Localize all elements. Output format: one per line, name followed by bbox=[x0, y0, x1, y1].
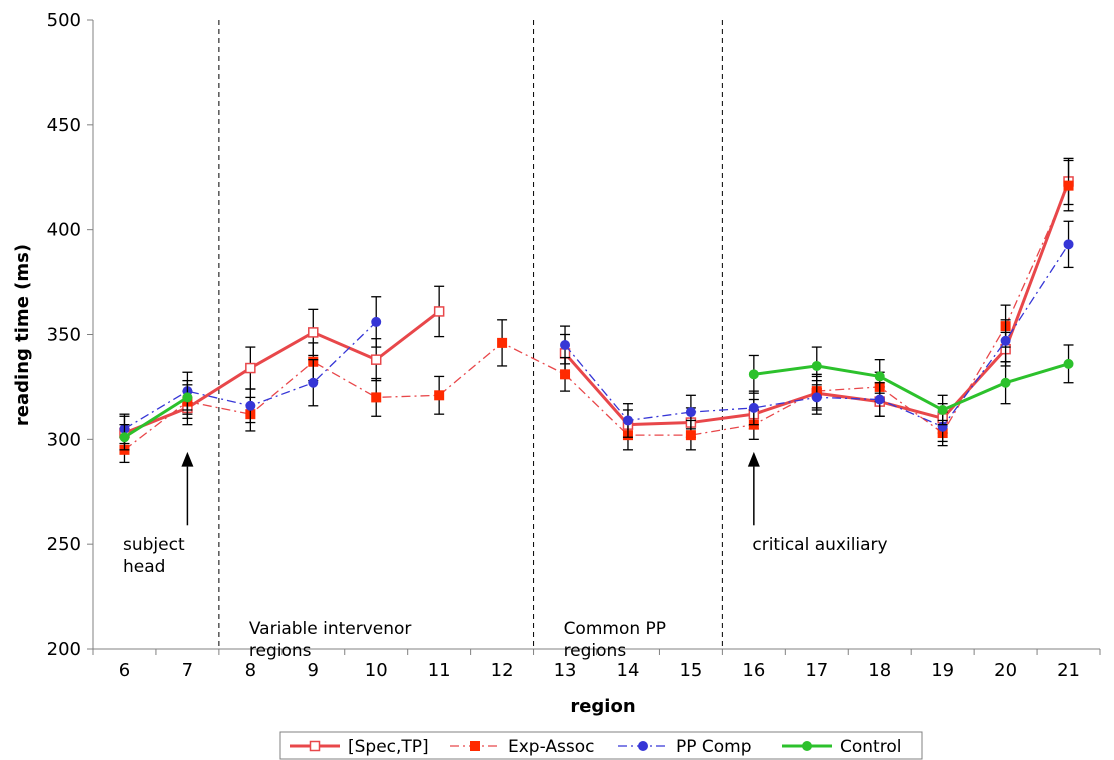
legend-label: Control bbox=[840, 737, 901, 757]
annotation-subject-head-line: head bbox=[123, 557, 165, 577]
data-point bbox=[245, 400, 256, 411]
x-axis-title: region bbox=[570, 696, 635, 717]
x-tick-label: 13 bbox=[554, 660, 577, 681]
series-exp-assoc bbox=[119, 159, 1074, 464]
legend-label: PP Comp bbox=[676, 737, 752, 757]
data-point bbox=[308, 377, 319, 388]
data-point bbox=[685, 430, 696, 441]
y-tick-label: 250 bbox=[47, 534, 81, 555]
data-point bbox=[1000, 377, 1011, 388]
data-point bbox=[622, 415, 633, 426]
data-point bbox=[245, 362, 256, 374]
data-point bbox=[119, 432, 130, 443]
x-tick-label: 17 bbox=[805, 660, 828, 681]
x-tick-label: 11 bbox=[428, 660, 451, 681]
x-tick-label: 6 bbox=[119, 660, 130, 681]
x-tick-label: 19 bbox=[931, 660, 954, 681]
data-point bbox=[748, 369, 759, 380]
annotation-variable-intervenor-line: Variable intervenor bbox=[249, 619, 412, 639]
annotation-critical-aux-line: critical auxiliary bbox=[752, 535, 887, 555]
data-point bbox=[433, 306, 445, 317]
data-point bbox=[802, 741, 812, 751]
x-tick-label: 14 bbox=[617, 660, 640, 681]
x-tick-label: 9 bbox=[308, 660, 319, 681]
series-line bbox=[124, 185, 1070, 451]
annotation-subject-head-line: subject bbox=[123, 535, 185, 555]
data-point bbox=[308, 327, 319, 338]
x-tick-label: 15 bbox=[679, 660, 702, 681]
axes: 200 250 300 350 400 450 500 6 7 8 9 10 11 12 13 14 15 16 1… bbox=[47, 10, 1101, 681]
data-point bbox=[685, 407, 696, 418]
series-spec-tp bbox=[119, 157, 1074, 451]
series-line bbox=[753, 362, 1069, 412]
data-point bbox=[497, 337, 508, 348]
annotation-common-pp-line: Common PP bbox=[564, 619, 666, 639]
y-tick-label: 200 bbox=[47, 639, 81, 660]
x-tick-label: 18 bbox=[868, 660, 891, 681]
data-point bbox=[182, 392, 193, 403]
data-point bbox=[937, 404, 948, 415]
data-point bbox=[638, 741, 648, 751]
x-tick-label: 16 bbox=[742, 660, 765, 681]
data-point bbox=[309, 740, 321, 752]
data-point bbox=[1063, 358, 1074, 369]
legend: [Spec,TP] Exp-Assoc PP Comp Control bbox=[279, 731, 923, 760]
annotation-common-pp-line: regions bbox=[564, 641, 627, 661]
data-point bbox=[811, 360, 822, 371]
legend-label: Exp-Assoc bbox=[508, 737, 594, 757]
data-point bbox=[874, 394, 885, 405]
data-point bbox=[748, 402, 759, 413]
annotation-variable-intervenor-line: regions bbox=[249, 641, 312, 661]
y-tick-label: 300 bbox=[47, 429, 81, 450]
data-point bbox=[1000, 335, 1011, 346]
series-control bbox=[119, 344, 1074, 451]
data-point bbox=[811, 392, 822, 403]
data-point bbox=[434, 390, 445, 401]
annotation-arrow-head bbox=[747, 451, 760, 467]
data-point bbox=[370, 354, 382, 365]
series-pp-comp bbox=[119, 220, 1074, 445]
y-tick-label: 400 bbox=[47, 220, 81, 241]
x-tick-label: 8 bbox=[245, 660, 256, 681]
data-point bbox=[874, 371, 885, 382]
series-line bbox=[123, 396, 189, 439]
data-point bbox=[371, 392, 382, 403]
data-point bbox=[1063, 180, 1074, 191]
data-point bbox=[560, 339, 571, 350]
y-tick-label: 450 bbox=[47, 115, 81, 136]
y-tick-label: 350 bbox=[47, 325, 81, 346]
data-point bbox=[470, 741, 480, 751]
x-tick-label: 21 bbox=[1057, 660, 1080, 681]
x-tick-label: 12 bbox=[491, 660, 514, 681]
y-axis-title: reading time (ms) bbox=[12, 244, 33, 426]
series-line bbox=[123, 310, 441, 435]
x-tick-label: 7 bbox=[182, 660, 193, 681]
region-dividers bbox=[218, 20, 723, 649]
data-point bbox=[560, 369, 571, 380]
x-tick-label: 20 bbox=[994, 660, 1017, 681]
series-group bbox=[119, 157, 1074, 464]
data-point bbox=[371, 316, 382, 327]
legend-label: [Spec,TP] bbox=[348, 737, 429, 757]
y-tick-label: 500 bbox=[47, 10, 81, 31]
annotation-arrow-head bbox=[181, 451, 194, 467]
x-tick-label: 10 bbox=[365, 660, 388, 681]
data-point bbox=[1063, 239, 1074, 250]
